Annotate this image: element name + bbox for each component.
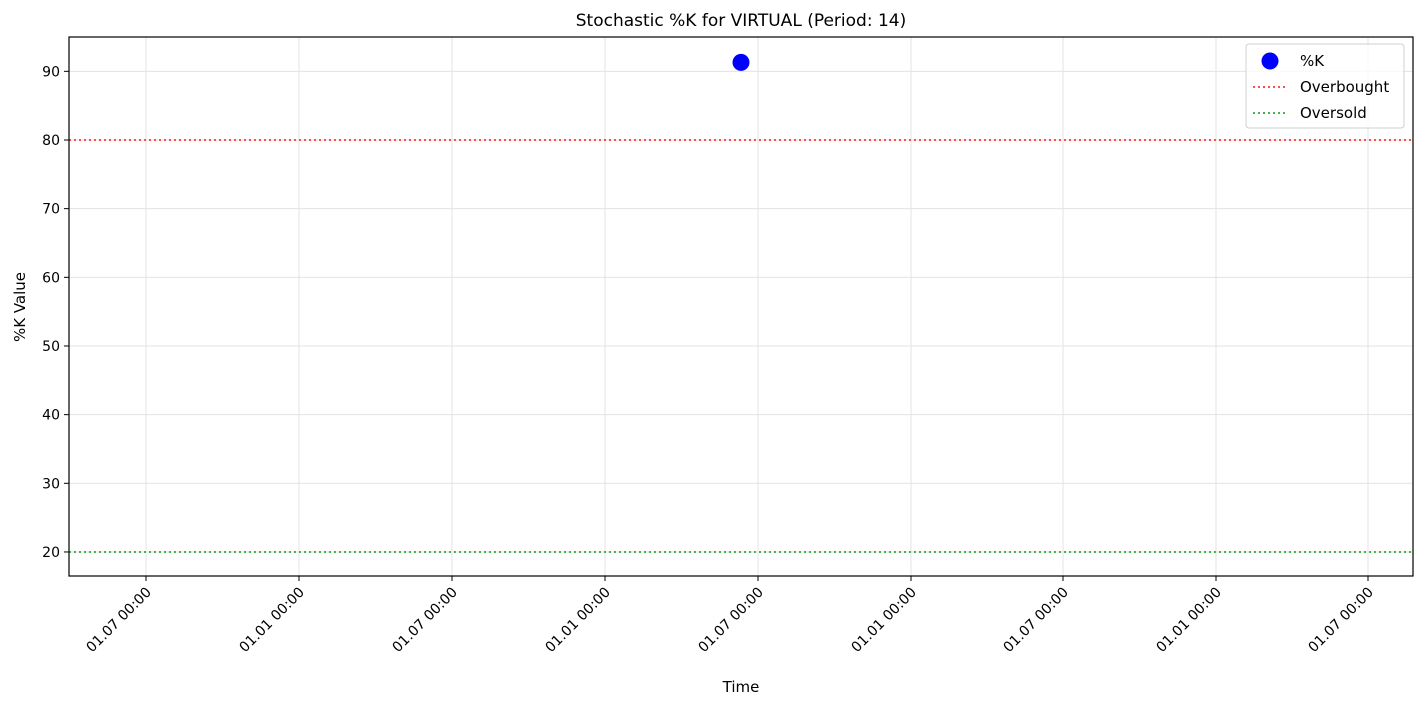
plot-frame	[68, 36, 1414, 577]
chart-title: Stochastic %K for VIRTUAL (Period: 14)	[576, 11, 906, 31]
x-axis-ticks: 01.07 00:00 01.01 00:00 01.07 00:00 01.01 0…	[83, 576, 1377, 656]
legend-box	[1245, 43, 1405, 129]
y-tick-label: 60	[42, 270, 60, 286]
x-tick-label: 01.01 00:00	[542, 585, 613, 656]
legend: %K Overbought Oversold	[1245, 43, 1405, 129]
y-tick-label: 40	[42, 408, 60, 424]
grid	[69, 37, 1413, 576]
y-axis-ticks: 20 30 40 50 60 70 80 90	[42, 64, 69, 561]
x-tick-label: 01.01 00:00	[848, 585, 919, 656]
x-tick-label: 01.07 00:00	[1305, 585, 1376, 656]
y-tick-label: 50	[42, 339, 60, 355]
x-tick-label: 01.07 00:00	[389, 585, 460, 656]
y-tick-label: 20	[42, 545, 60, 561]
x-tick-label: 01.01 00:00	[236, 585, 307, 656]
legend-label-k: %K	[1300, 52, 1325, 70]
legend-label-oversold: Oversold	[1300, 104, 1367, 122]
y-tick-label: 30	[42, 476, 60, 492]
y-tick-label: 80	[42, 133, 60, 149]
x-tick-label: 01.07 00:00	[695, 585, 766, 656]
legend-label-overbought: Overbought	[1300, 78, 1389, 96]
y-axis-label: %K Value	[11, 272, 29, 342]
x-tick-label: 01.07 00:00	[1000, 585, 1071, 656]
y-tick-label: 90	[42, 64, 60, 80]
y-tick-label: 70	[42, 202, 60, 218]
x-tick-label: 01.01 00:00	[1153, 585, 1224, 656]
data-points	[732, 53, 750, 71]
x-axis-label: Time	[722, 678, 760, 696]
x-tick-label: 01.07 00:00	[83, 585, 154, 656]
k-data-point	[732, 53, 750, 71]
reference-lines	[69, 138, 1413, 553]
legend-marker-k	[1261, 52, 1279, 70]
